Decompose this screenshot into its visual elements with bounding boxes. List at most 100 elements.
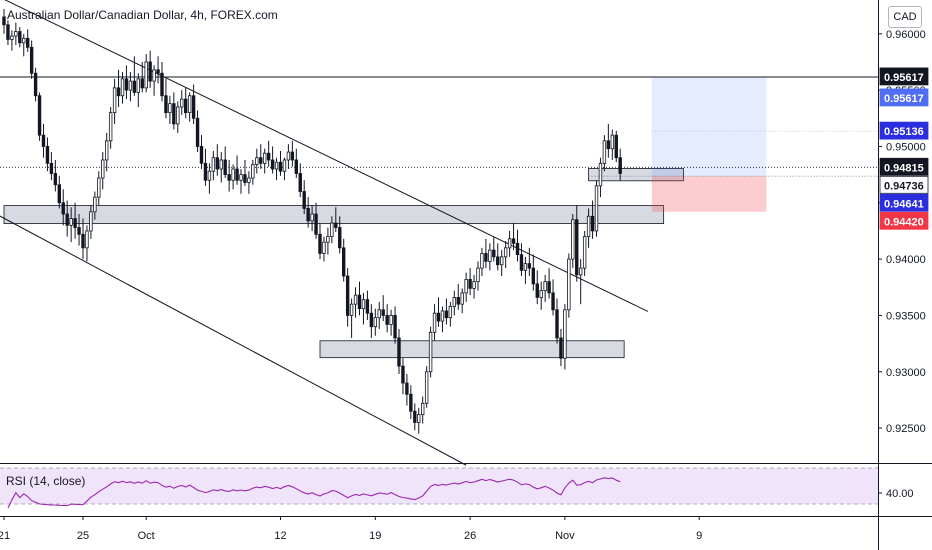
candle-126 [499, 250, 504, 276]
candle-111 [440, 306, 445, 333]
candle-body [330, 222, 334, 237]
candle-133 [527, 247, 532, 276]
candle-body [527, 263, 532, 269]
candle-body [251, 164, 255, 179]
candle-body [176, 106, 180, 125]
candle-body [499, 256, 504, 266]
candle-body [523, 263, 528, 271]
candle-87 [345, 268, 350, 327]
candle-104 [413, 403, 417, 431]
price-tick-label-2: 0.95000 [886, 141, 926, 153]
time-tick-label-6: Nov [555, 530, 575, 542]
candle-90 [357, 281, 362, 316]
candle-34 [136, 73, 140, 108]
candle-body [476, 267, 480, 283]
candle-body [57, 184, 61, 204]
candle-body [148, 61, 152, 82]
candle-129 [511, 223, 516, 251]
position-stop-zone [651, 176, 767, 212]
candle-body [144, 61, 148, 89]
currency-badge[interactable]: CAD [888, 6, 922, 28]
candle-body [101, 159, 105, 179]
price-label-text: 0.95136 [884, 126, 924, 138]
candle-44 [176, 101, 180, 133]
candle-30 [120, 72, 125, 104]
candle-18 [73, 202, 77, 239]
candle-body [357, 294, 362, 310]
trend-lines [0, 0, 649, 466]
time-axis[interactable]: 21 25 Oct 12 19 26 Nov 9 [0, 516, 702, 542]
price-label-1: 0.95617 [879, 88, 929, 107]
candle-body [571, 219, 575, 260]
candle-body [618, 157, 622, 174]
candle-body [345, 275, 350, 316]
candle-body [124, 78, 129, 91]
candle-59 [235, 155, 239, 185]
candle-41 [164, 78, 168, 119]
candle-body [290, 151, 295, 161]
candle-body [322, 241, 326, 254]
candle-body [278, 161, 283, 172]
candle-81 [322, 236, 326, 262]
candle-144 [571, 214, 575, 269]
candle-body [468, 278, 472, 289]
candle-64 [255, 148, 259, 174]
candle-body [140, 78, 144, 89]
candle-body [341, 247, 346, 277]
candle-118 [468, 268, 472, 296]
candle-body [349, 303, 354, 316]
candle-77 [306, 197, 310, 228]
candle-113 [448, 301, 453, 327]
candle-55 [219, 152, 223, 183]
candle-93 [369, 304, 374, 338]
candle-body [440, 310, 445, 322]
candle-102 [405, 374, 409, 406]
candle-body [37, 95, 42, 136]
candle-body [6, 24, 10, 40]
candle-body [183, 98, 188, 114]
candle-body [555, 309, 559, 339]
candle-78 [310, 205, 314, 231]
position-tool[interactable] [588, 76, 878, 212]
candle-17 [69, 207, 73, 243]
candle-body [247, 177, 251, 183]
candle-24 [97, 171, 101, 206]
candle-103 [409, 385, 413, 420]
candle-140 [555, 298, 559, 344]
candle-body [69, 218, 73, 226]
candle-123 [488, 243, 492, 271]
candle-4 [18, 27, 22, 48]
candle-body [373, 317, 377, 328]
candle-body [428, 331, 433, 373]
candle-142 [563, 304, 567, 370]
candle-19 [77, 214, 81, 246]
candle-124 [492, 236, 496, 262]
candle-9 [37, 92, 42, 141]
candle-body [503, 247, 508, 258]
candle-31 [124, 65, 129, 100]
candle-body [610, 134, 614, 150]
price-label-text: 0.94736 [884, 180, 924, 192]
candle-body [108, 112, 113, 142]
candle-28 [112, 78, 117, 124]
candle-83 [330, 216, 334, 244]
candle-body [594, 185, 599, 232]
candle-61 [243, 159, 247, 186]
candle-128 [507, 230, 512, 257]
candle-86 [341, 238, 346, 282]
candle-125 [496, 243, 500, 271]
candle-body [172, 103, 176, 125]
candle-body [223, 159, 227, 176]
price-label-text: 0.95617 [884, 93, 924, 105]
price-tick-label-0: 0.96000 [886, 29, 926, 41]
candle-58 [231, 164, 235, 190]
candle-5 [22, 33, 26, 57]
candle-95 [377, 301, 381, 329]
candle-122 [484, 238, 488, 269]
price-label-text: 0.95617 [884, 72, 924, 84]
candle-body [231, 168, 235, 181]
candle-body [579, 267, 583, 276]
candle-body [417, 414, 421, 423]
price-label-bg [879, 175, 929, 194]
